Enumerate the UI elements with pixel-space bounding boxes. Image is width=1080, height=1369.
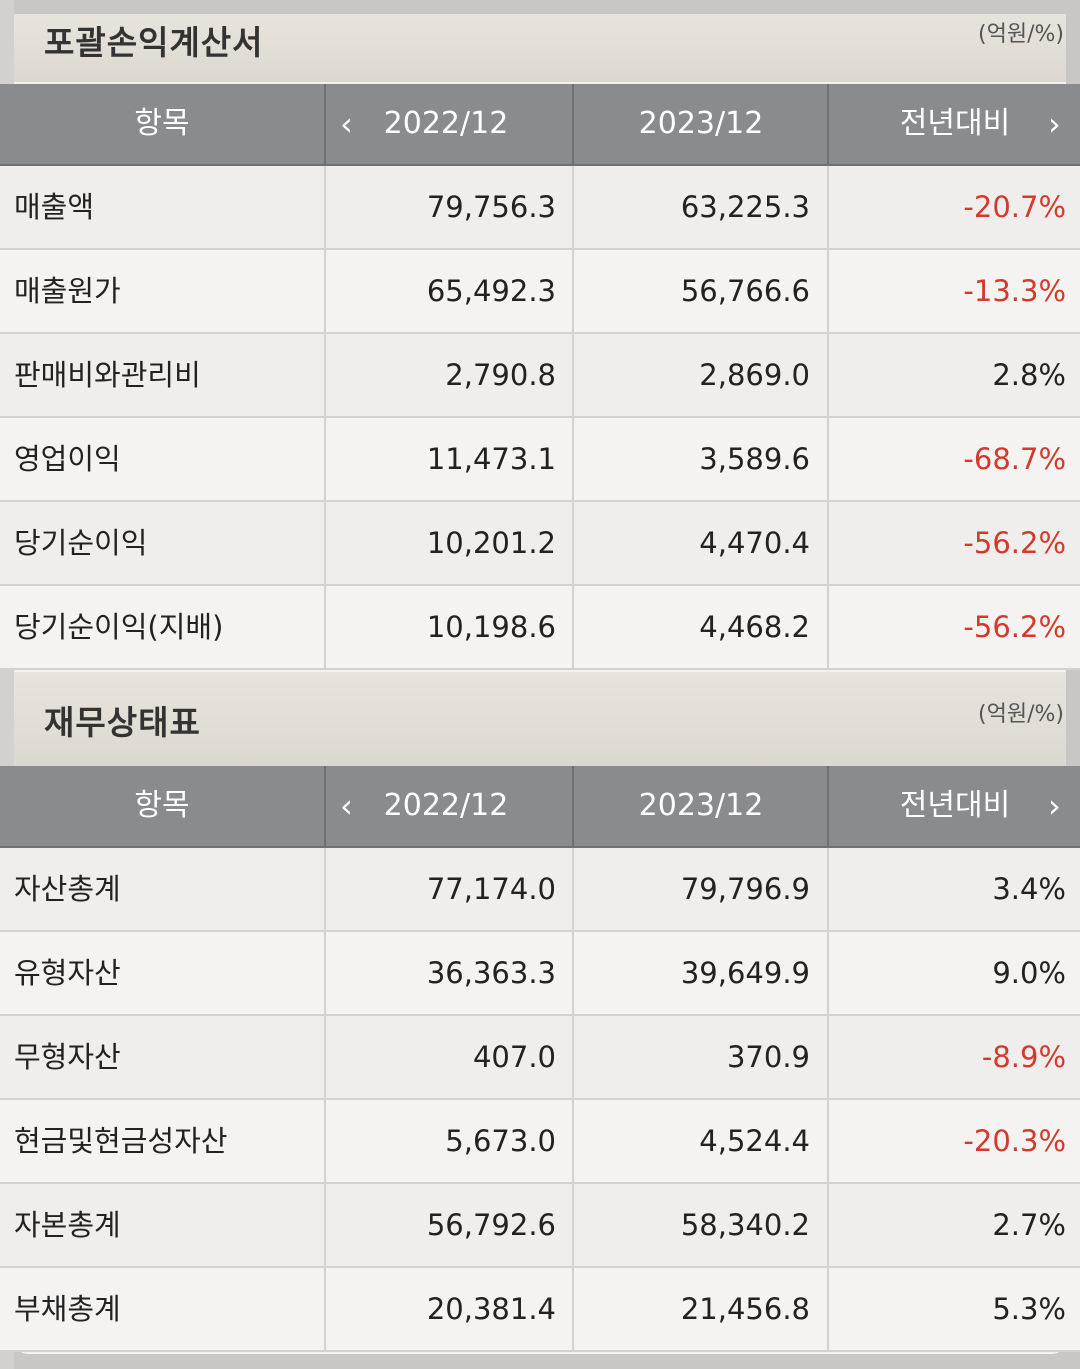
row-label: 자산총계 bbox=[14, 872, 121, 906]
row-label: 부채총계 bbox=[14, 1292, 121, 1326]
value-2023: 58,340.2 bbox=[680, 1208, 810, 1242]
value-yoy: -56.2% bbox=[963, 526, 1066, 560]
unit-label: (억원/%) bbox=[978, 702, 1064, 727]
row-label: 영업이익 bbox=[14, 442, 121, 476]
table-row: 당기순이익 10,201.2 4,470.4 -56.2% bbox=[0, 502, 1080, 586]
table-row: 판매비와관리비 2,790.8 2,869.0 2.8% bbox=[0, 334, 1080, 418]
value-2023: 56,766.6 bbox=[680, 274, 810, 308]
value-2022: 77,174.0 bbox=[426, 872, 556, 906]
value-yoy: -8.9% bbox=[981, 1040, 1066, 1074]
table-row: 자본총계 56,792.6 58,340.2 2.7% bbox=[0, 1184, 1080, 1268]
table-row: 부채총계 20,381.4 21,456.8 5.3% bbox=[0, 1268, 1080, 1352]
unit-label: (억원/%) bbox=[978, 22, 1064, 47]
col-2023: 2023/12 bbox=[638, 788, 764, 823]
value-yoy: -20.7% bbox=[963, 190, 1066, 224]
table-row: 매출액 79,756.3 63,225.3 -20.7% bbox=[0, 166, 1080, 250]
chevron-right-icon[interactable]: › bbox=[1048, 105, 1061, 143]
row-label: 매출원가 bbox=[14, 274, 121, 308]
value-2023: 79,796.9 bbox=[680, 872, 810, 906]
col-item: 항목 bbox=[134, 788, 190, 823]
table-row: 유형자산 36,363.3 39,649.9 9.0% bbox=[0, 932, 1080, 1016]
table-row: 현금및현금성자산 5,673.0 4,524.4 -20.3% bbox=[0, 1100, 1080, 1184]
income-statement-header: 포괄손익계산서 (억원/%) bbox=[14, 14, 1066, 82]
row-label: 판매비와관리비 bbox=[14, 358, 201, 392]
row-label: 자본총계 bbox=[14, 1208, 121, 1242]
row-label: 무형자산 bbox=[14, 1040, 121, 1074]
col-item: 항목 bbox=[134, 106, 190, 141]
table-row: 당기순이익(지배) 10,198.6 4,468.2 -56.2% bbox=[0, 586, 1080, 670]
value-2023: 4,468.2 bbox=[699, 610, 810, 644]
value-yoy: 2.8% bbox=[992, 358, 1066, 392]
col-yoy: 전년대비 bbox=[899, 106, 1011, 141]
value-2022: 407.0 bbox=[472, 1040, 556, 1074]
value-yoy: 5.3% bbox=[992, 1292, 1066, 1326]
value-2022: 2,790.8 bbox=[445, 358, 556, 392]
value-yoy: -68.7% bbox=[963, 442, 1066, 476]
col-2022: 2022/12 bbox=[383, 788, 509, 823]
value-2022: 10,198.6 bbox=[426, 610, 556, 644]
row-label: 당기순이익 bbox=[14, 526, 148, 560]
chevron-left-icon[interactable]: ‹ bbox=[340, 105, 353, 143]
value-2022: 56,792.6 bbox=[426, 1208, 556, 1242]
balance-sheet-header: 재무상태표 (억원/%) bbox=[14, 672, 1066, 766]
value-2023: 370.9 bbox=[726, 1040, 810, 1074]
row-label: 유형자산 bbox=[14, 956, 121, 990]
table-row: 자산총계 77,174.0 79,796.9 3.4% bbox=[0, 848, 1080, 932]
value-2022: 10,201.2 bbox=[426, 526, 556, 560]
value-2022: 20,381.4 bbox=[426, 1292, 556, 1326]
value-2023: 39,649.9 bbox=[680, 956, 810, 990]
value-2022: 36,363.3 bbox=[426, 956, 556, 990]
value-yoy: -20.3% bbox=[963, 1124, 1066, 1158]
table-row: 무형자산 407.0 370.9 -8.9% bbox=[0, 1016, 1080, 1100]
row-label: 당기순이익(지배) bbox=[14, 610, 224, 644]
chevron-right-icon[interactable]: › bbox=[1048, 787, 1061, 825]
section-title: 재무상태표 bbox=[44, 703, 201, 742]
value-2022: 65,492.3 bbox=[426, 274, 556, 308]
value-2023: 4,524.4 bbox=[699, 1124, 810, 1158]
value-yoy: 3.4% bbox=[992, 872, 1066, 906]
balance-table-header: 항목 ‹ 2022/12 2023/12 전년대비 › bbox=[0, 766, 1080, 848]
value-2023: 3,589.6 bbox=[699, 442, 810, 476]
value-2023: 2,869.0 bbox=[699, 358, 810, 392]
table-row: 영업이익 11,473.1 3,589.6 -68.7% bbox=[0, 418, 1080, 502]
table-row: 매출원가 65,492.3 56,766.6 -13.3% bbox=[0, 250, 1080, 334]
chevron-left-icon[interactable]: ‹ bbox=[340, 787, 353, 825]
value-2022: 5,673.0 bbox=[445, 1124, 556, 1158]
value-2023: 4,470.4 bbox=[699, 526, 810, 560]
row-label: 매출액 bbox=[14, 190, 95, 224]
row-label: 현금및현금성자산 bbox=[14, 1124, 228, 1158]
value-yoy: 9.0% bbox=[992, 956, 1066, 990]
section-title: 포괄손익계산서 bbox=[44, 23, 264, 62]
value-yoy: -56.2% bbox=[963, 610, 1066, 644]
value-yoy: -13.3% bbox=[963, 274, 1066, 308]
value-2023: 63,225.3 bbox=[680, 190, 810, 224]
value-2022: 79,756.3 bbox=[426, 190, 556, 224]
col-2022: 2022/12 bbox=[383, 106, 509, 141]
income-table-header: 항목 ‹ 2022/12 2023/12 전년대비 › bbox=[0, 84, 1080, 166]
value-2023: 21,456.8 bbox=[680, 1292, 810, 1326]
col-2023: 2023/12 bbox=[638, 106, 764, 141]
col-yoy: 전년대비 bbox=[899, 788, 1011, 823]
value-yoy: 2.7% bbox=[992, 1208, 1066, 1242]
value-2022: 11,473.1 bbox=[426, 442, 556, 476]
